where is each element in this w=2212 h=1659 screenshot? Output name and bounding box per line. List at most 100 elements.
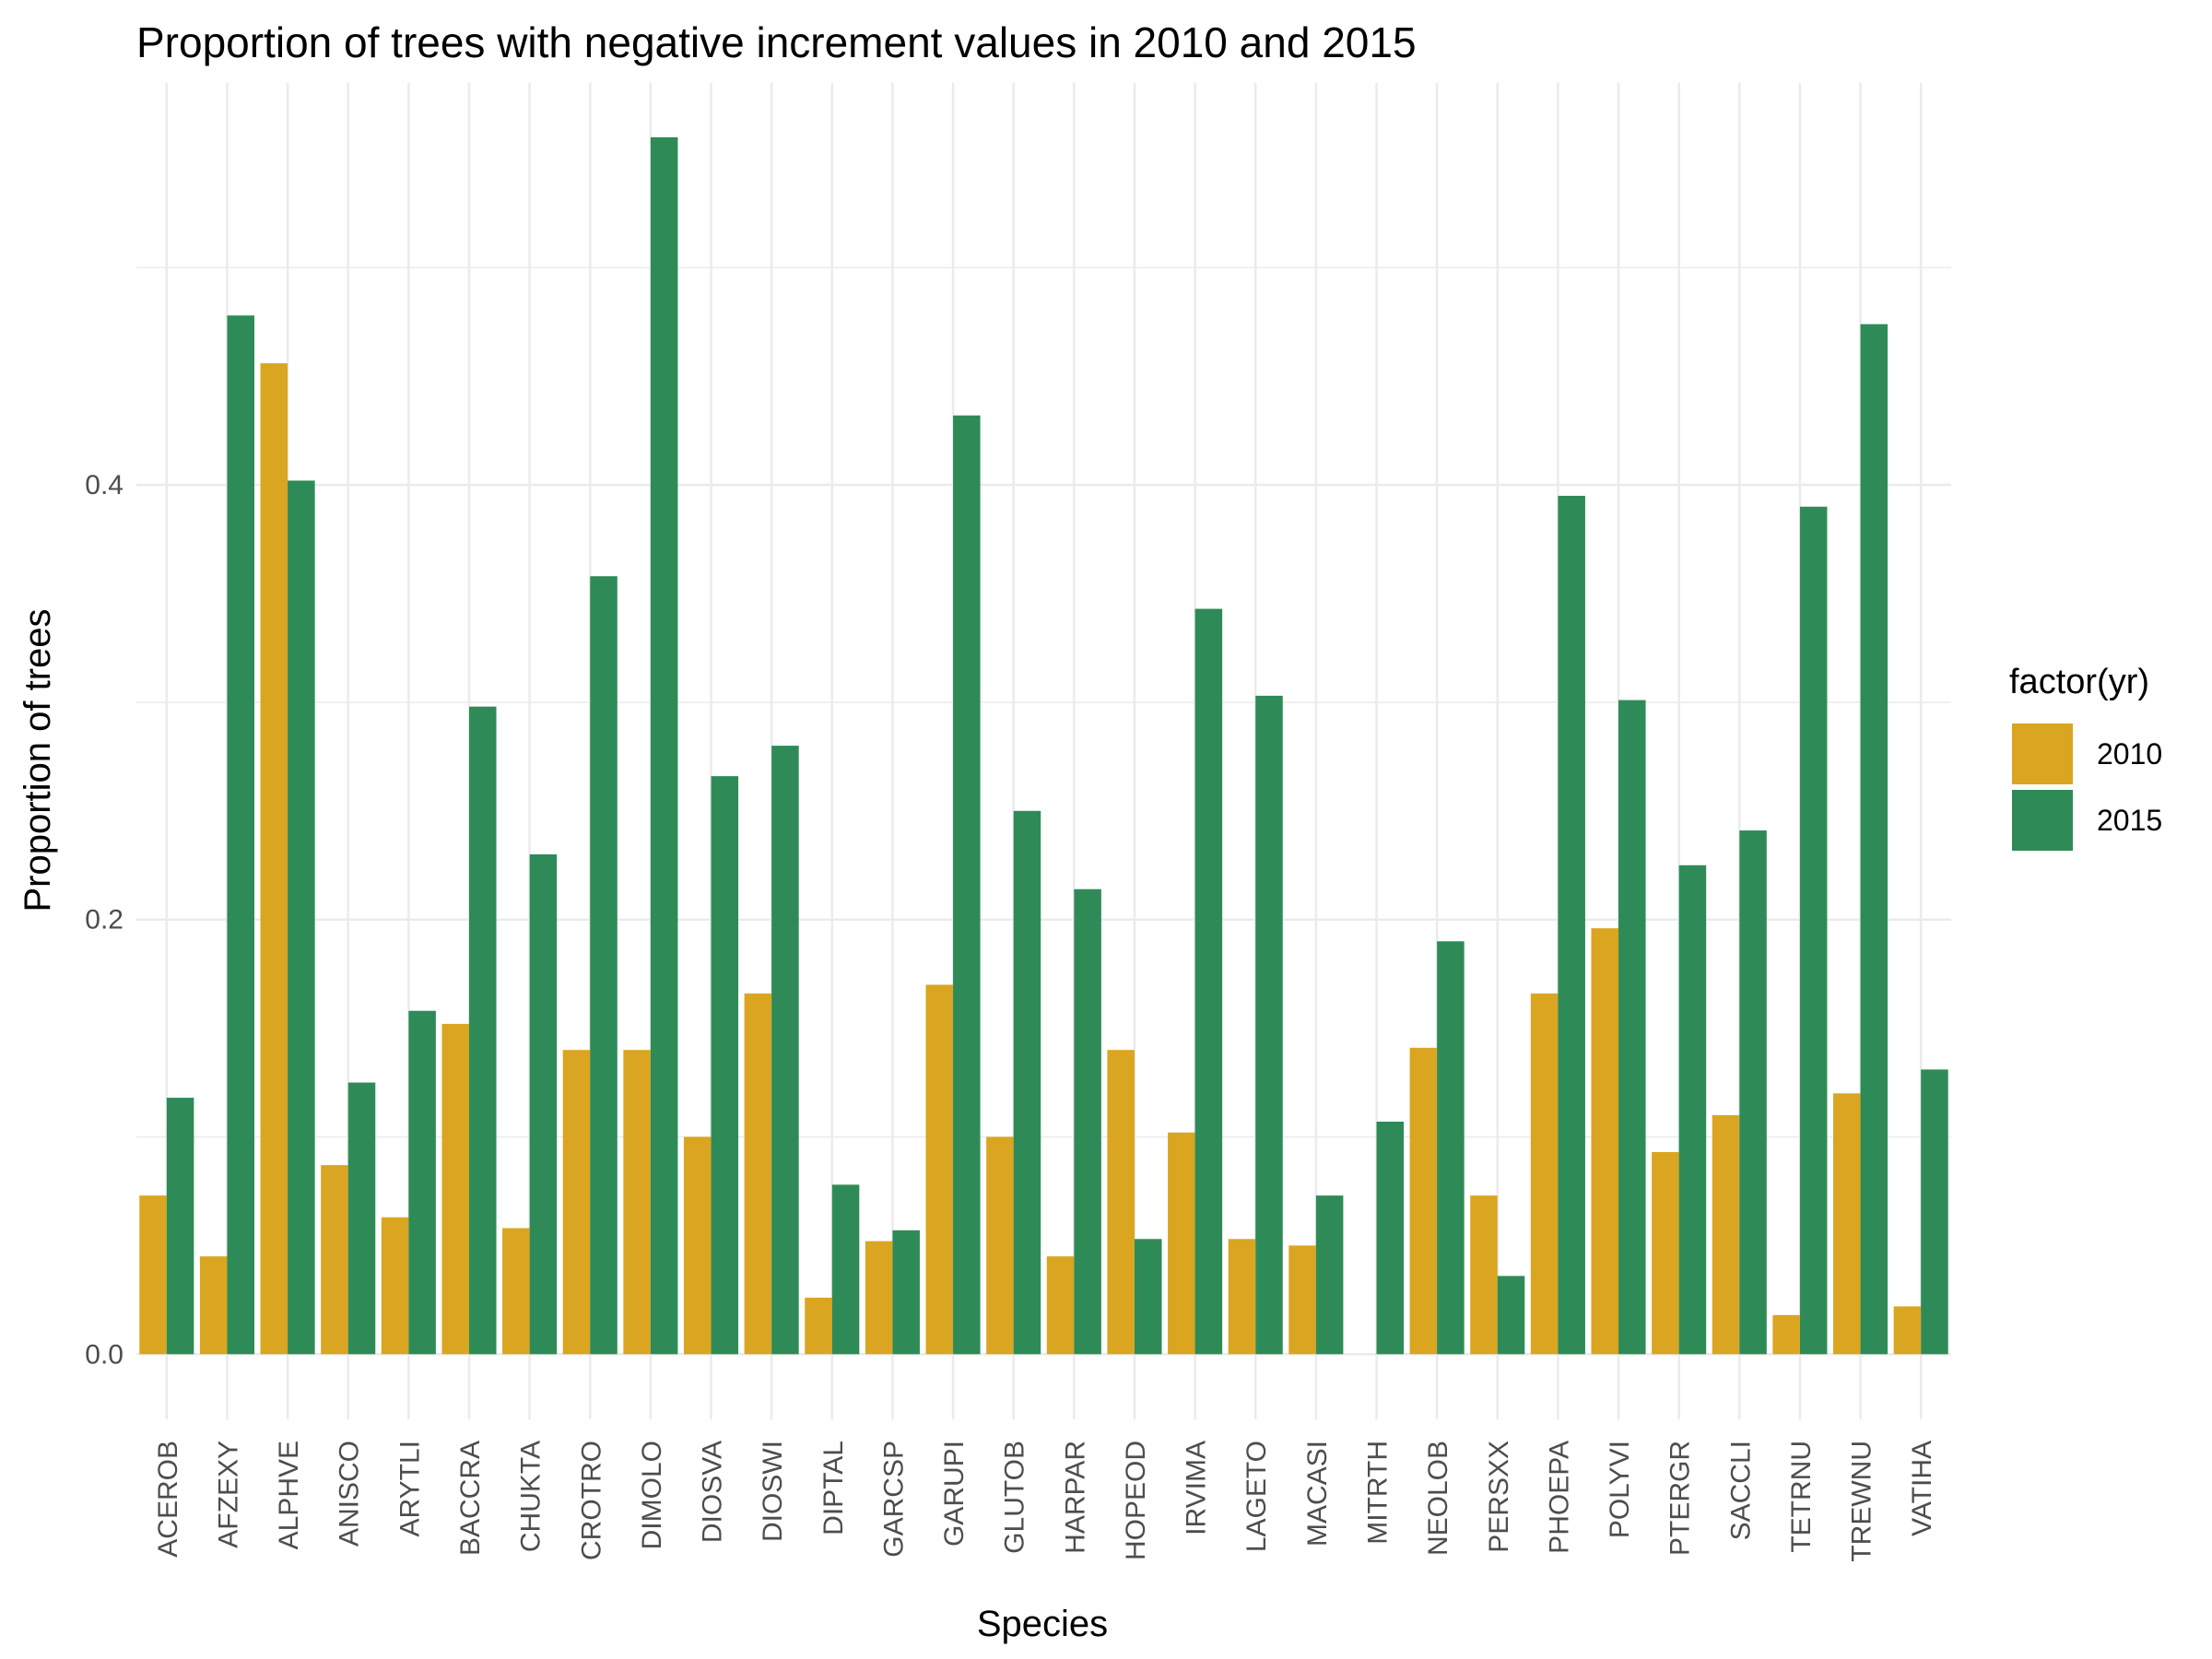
bar-2010-LAGETO bbox=[1228, 1239, 1256, 1355]
x-tick-label: DIPTAL bbox=[818, 1441, 849, 1535]
bar-2010-NEOLOB bbox=[1409, 1047, 1438, 1355]
bar-2015-GLUTOB bbox=[1013, 810, 1041, 1355]
bar-2010-DIMOLO bbox=[623, 1050, 651, 1355]
bar-2015-ACEROB bbox=[166, 1098, 194, 1355]
bar-2015-MACASI bbox=[1315, 1195, 1344, 1355]
bar-2010-TETRNU bbox=[1772, 1314, 1800, 1355]
x-tick-label: GLUTOB bbox=[1000, 1441, 1030, 1554]
x-tick-label: DIMOLO bbox=[637, 1441, 667, 1549]
x-tick-label: MITRTH bbox=[1362, 1441, 1393, 1545]
bar-2010-GLUTOB bbox=[986, 1136, 1014, 1355]
bar-2010-VATIHA bbox=[1893, 1306, 1922, 1355]
bar-2010-MACASI bbox=[1288, 1245, 1316, 1355]
y-tick-label: 0.4 bbox=[85, 470, 124, 500]
bar-2010-CROTRO bbox=[562, 1050, 591, 1355]
bar-2015-GARUPI bbox=[953, 415, 981, 1355]
bar-2010-ANISCO bbox=[321, 1165, 348, 1355]
x-tick-label: CHUKTA bbox=[516, 1441, 547, 1552]
bars bbox=[139, 136, 1948, 1355]
x-tick-label: IRVIMA bbox=[1182, 1441, 1212, 1535]
bar-2010-ACEROB bbox=[139, 1195, 167, 1355]
bar-2015-CHUKTA bbox=[529, 853, 558, 1355]
bar-2015-VATIHA bbox=[1921, 1069, 1948, 1355]
x-tick-label: DIOSWI bbox=[758, 1441, 788, 1542]
x-tick-label: GARCSP bbox=[878, 1441, 909, 1558]
x-tick-label: ARYTLI bbox=[394, 1441, 425, 1537]
x-tick-label: CROTRO bbox=[576, 1441, 606, 1560]
bar-2015-MITRTH bbox=[1376, 1121, 1405, 1355]
bar-2015-ARYTLI bbox=[408, 1010, 436, 1355]
x-tick-label: ACEROB bbox=[153, 1441, 183, 1558]
bar-2015-HARPAR bbox=[1074, 888, 1101, 1355]
bar-2010-AFZEXY bbox=[199, 1256, 228, 1355]
bar-2015-LAGETO bbox=[1255, 695, 1283, 1355]
bar-2015-GARCSP bbox=[892, 1230, 920, 1355]
x-axis-title: Species bbox=[977, 1604, 1108, 1644]
legend-key-2010 bbox=[2012, 724, 2073, 784]
bar-2015-DIPTAL bbox=[831, 1184, 860, 1355]
bar-2015-AFZEXY bbox=[227, 315, 254, 1355]
bar-2015-DIOSWI bbox=[771, 746, 799, 1355]
bar-2010-IRVIMA bbox=[1168, 1132, 1195, 1355]
y-axis-ticks: 0.0 0.2 0.4 bbox=[85, 470, 124, 1370]
bar-2010-DIOSVA bbox=[683, 1136, 712, 1355]
x-tick-label: HOPEOD bbox=[1121, 1441, 1151, 1560]
bar-2010-GARCSP bbox=[865, 1241, 893, 1355]
bar-2010-PTERGR bbox=[1652, 1152, 1679, 1355]
x-tick-label: LAGETO bbox=[1241, 1441, 1272, 1552]
bar-2015-TREWNU bbox=[1860, 324, 1888, 1355]
bar-2010-CHUKTA bbox=[502, 1228, 530, 1355]
legend-title: factor(yr) bbox=[2009, 663, 2149, 701]
bar-2015-PTERGR bbox=[1678, 865, 1707, 1355]
x-tick-label: SACCLI bbox=[1725, 1441, 1756, 1540]
bar-2010-PERSXX bbox=[1470, 1195, 1498, 1355]
bar-2010-HARPAR bbox=[1046, 1256, 1075, 1355]
bar-2015-DIOSVA bbox=[711, 776, 739, 1355]
bar-2015-HOPEOD bbox=[1134, 1239, 1162, 1355]
x-tick-label: BACCRA bbox=[455, 1441, 486, 1556]
bar-2015-SACCLI bbox=[1739, 830, 1767, 1355]
bar-2015-ALPHVE bbox=[288, 480, 315, 1355]
bar-2010-SACCLI bbox=[1712, 1114, 1740, 1355]
y-axis-title: Proportion of trees bbox=[18, 608, 58, 912]
y-tick-label: 0.2 bbox=[85, 905, 124, 935]
y-tick-label: 0.0 bbox=[85, 1339, 124, 1370]
bar-2015-PHOEPA bbox=[1558, 495, 1585, 1355]
x-tick-label: ANISCO bbox=[335, 1441, 365, 1547]
chart-title: Proportion of trees with negative increm… bbox=[136, 18, 1417, 66]
legend-key-2015 bbox=[2012, 790, 2073, 851]
x-tick-label: PHOEPA bbox=[1544, 1441, 1574, 1554]
bar-2015-BACCRA bbox=[468, 706, 497, 1355]
bar-2015-CROTRO bbox=[590, 576, 618, 1355]
x-tick-label: AFZEXY bbox=[213, 1441, 243, 1548]
bar-2010-TREWNU bbox=[1833, 1093, 1861, 1355]
bar-2015-ANISCO bbox=[347, 1082, 376, 1355]
bar-2010-HOPEOD bbox=[1107, 1050, 1135, 1355]
bar-2010-BACCRA bbox=[441, 1023, 469, 1355]
bar-2015-DIMOLO bbox=[650, 136, 678, 1355]
bar-2015-NEOLOB bbox=[1437, 941, 1465, 1355]
x-tick-label: GARUPI bbox=[939, 1441, 970, 1547]
bar-2015-TETRNU bbox=[1799, 506, 1828, 1355]
legend-label-2010: 2010 bbox=[2097, 737, 2162, 771]
bar-2010-GARUPI bbox=[925, 984, 954, 1355]
x-tick-label: PERSXX bbox=[1484, 1441, 1514, 1553]
bar-2010-DIOSWI bbox=[744, 993, 772, 1355]
x-tick-label: POLYVI bbox=[1605, 1441, 1635, 1538]
x-tick-label: MACASI bbox=[1302, 1441, 1333, 1547]
bar-2015-POLYVI bbox=[1618, 700, 1646, 1355]
bar-2010-ARYTLI bbox=[381, 1217, 409, 1355]
bar-2010-PHOEPA bbox=[1530, 993, 1559, 1355]
bar-2015-PERSXX bbox=[1497, 1276, 1525, 1355]
x-tick-label: PTERGR bbox=[1665, 1441, 1696, 1556]
legend: factor(yr) 2010 2015 bbox=[2009, 663, 2162, 851]
x-tick-label: HARPAR bbox=[1060, 1441, 1090, 1554]
x-tick-label: TETRNU bbox=[1786, 1441, 1817, 1553]
x-tick-label: ALPHVE bbox=[274, 1441, 304, 1549]
bar-2010-POLYVI bbox=[1591, 928, 1619, 1355]
x-axis-ticks: ACEROB AFZEXY ALPHVE ANISCO ARYTLI BACCRA CHUK… bbox=[153, 1441, 1937, 1562]
bar-2010-DIPTAL bbox=[805, 1297, 832, 1355]
bar-2010-ALPHVE bbox=[260, 363, 288, 1355]
legend-label-2015: 2015 bbox=[2097, 804, 2162, 837]
